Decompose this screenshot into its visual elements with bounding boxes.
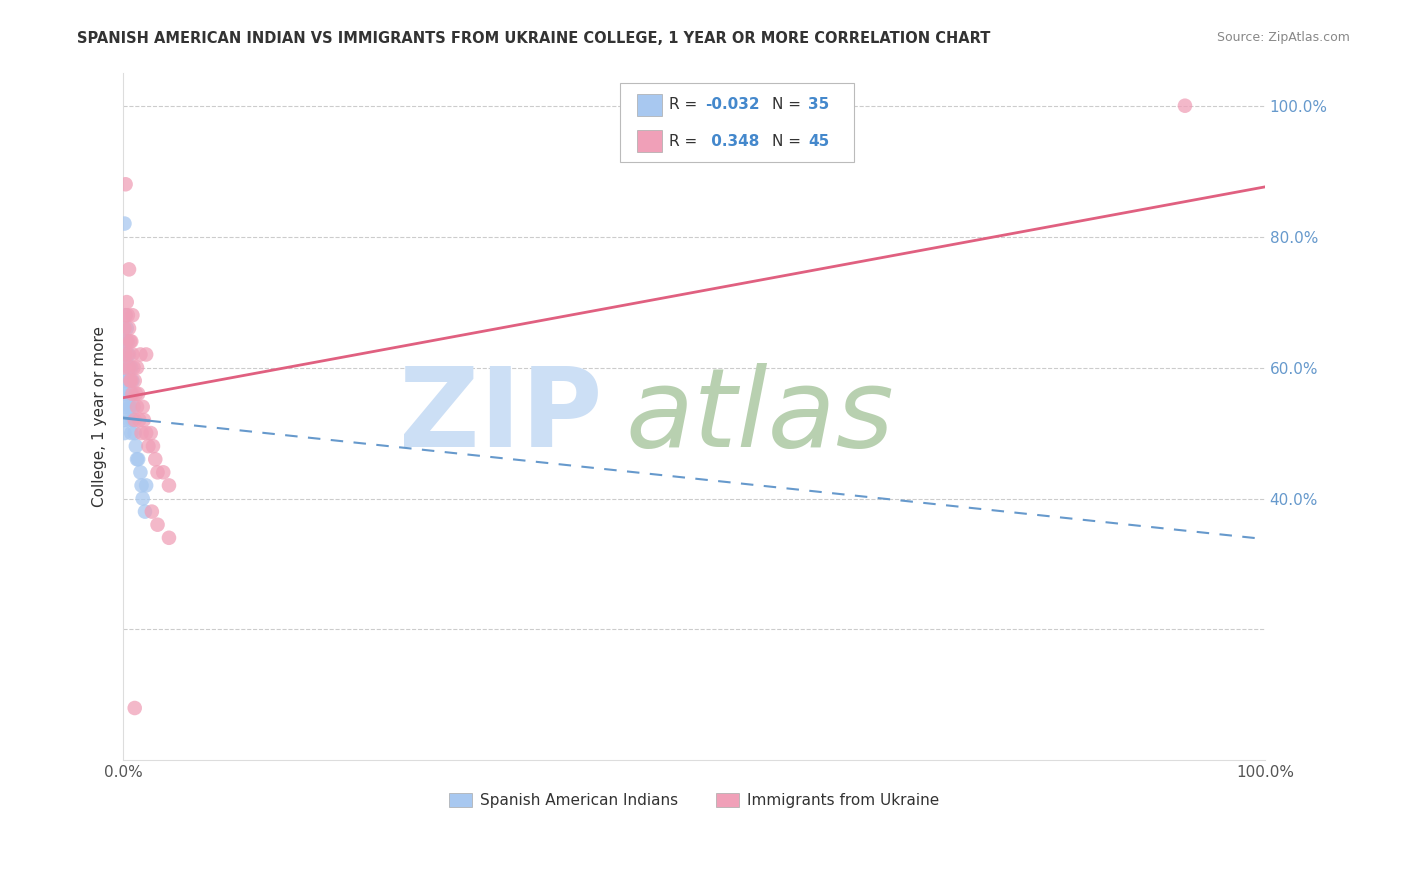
- Point: [125, 439, 148, 453]
- Point: [124, 425, 146, 440]
- Text: R =: R =: [669, 97, 702, 112]
- Text: 0.348: 0.348: [706, 134, 759, 149]
- Point: [117, 374, 139, 388]
- Point: [117, 334, 139, 349]
- Point: [122, 400, 145, 414]
- Text: SPANISH AMERICAN INDIAN VS IMMIGRANTS FROM UKRAINE COLLEGE, 1 YEAR OR MORE CORRE: SPANISH AMERICAN INDIAN VS IMMIGRANTS FR…: [77, 31, 991, 46]
- Point: [131, 491, 153, 506]
- Point: [115, 374, 138, 388]
- Text: atlas: atlas: [626, 363, 894, 470]
- Point: [120, 334, 142, 349]
- Bar: [637, 130, 662, 152]
- Point: [115, 334, 138, 349]
- Point: [120, 360, 142, 375]
- FancyBboxPatch shape: [620, 83, 853, 162]
- Text: N =: N =: [772, 134, 806, 149]
- Point: [115, 347, 138, 361]
- Point: [114, 386, 136, 401]
- Point: [121, 347, 143, 361]
- Point: [114, 386, 136, 401]
- Text: ZIP: ZIP: [399, 363, 603, 470]
- Point: [124, 413, 146, 427]
- Point: [118, 321, 141, 335]
- Point: [135, 347, 157, 361]
- Point: [114, 178, 136, 192]
- Point: [117, 347, 139, 361]
- Point: [115, 321, 138, 335]
- Point: [127, 386, 149, 401]
- Point: [127, 452, 149, 467]
- Point: [117, 400, 139, 414]
- Bar: [637, 94, 662, 116]
- Point: [121, 386, 143, 401]
- Point: [129, 347, 152, 361]
- Point: [118, 413, 141, 427]
- Point: [143, 452, 166, 467]
- Point: [142, 439, 165, 453]
- Point: [124, 701, 146, 715]
- Point: [125, 400, 148, 414]
- Point: [139, 425, 162, 440]
- Point: [114, 321, 136, 335]
- Point: [120, 334, 142, 349]
- Point: [125, 452, 148, 467]
- Point: [114, 360, 136, 375]
- Text: N =: N =: [772, 97, 806, 112]
- Point: [131, 478, 153, 492]
- Text: -0.032: -0.032: [706, 97, 761, 112]
- Legend: Spanish American Indians, Immigrants from Ukraine: Spanish American Indians, Immigrants fro…: [443, 788, 945, 814]
- Point: [118, 360, 141, 375]
- Point: [141, 505, 163, 519]
- Point: [121, 374, 143, 388]
- Y-axis label: College, 1 year or more: College, 1 year or more: [93, 326, 107, 508]
- Point: [125, 386, 148, 401]
- Point: [121, 413, 143, 427]
- Point: [124, 374, 146, 388]
- Point: [129, 466, 152, 480]
- Point: [114, 360, 136, 375]
- Point: [152, 466, 174, 480]
- Point: [115, 295, 138, 310]
- Point: [131, 425, 153, 440]
- Point: [146, 517, 169, 532]
- Point: [114, 400, 136, 414]
- Point: [120, 374, 142, 388]
- Point: [114, 217, 136, 231]
- Point: [121, 308, 143, 322]
- Point: [125, 360, 148, 375]
- Point: [114, 308, 136, 322]
- Point: [134, 505, 156, 519]
- Point: [128, 413, 150, 427]
- Point: [120, 386, 142, 401]
- Text: 35: 35: [808, 97, 830, 112]
- Point: [135, 425, 157, 440]
- Point: [114, 334, 136, 349]
- Point: [114, 413, 136, 427]
- Text: Source: ZipAtlas.com: Source: ZipAtlas.com: [1216, 31, 1350, 45]
- Point: [118, 262, 141, 277]
- Point: [146, 466, 169, 480]
- Point: [132, 413, 155, 427]
- Point: [114, 347, 136, 361]
- Point: [114, 425, 136, 440]
- Point: [157, 478, 180, 492]
- Point: [120, 374, 142, 388]
- Point: [114, 308, 136, 322]
- Point: [131, 400, 153, 414]
- Point: [135, 478, 157, 492]
- Point: [120, 425, 142, 440]
- Text: 45: 45: [808, 134, 830, 149]
- Point: [157, 531, 180, 545]
- Point: [120, 400, 142, 414]
- Point: [118, 374, 141, 388]
- Point: [122, 360, 145, 375]
- Point: [120, 360, 142, 375]
- Text: R =: R =: [669, 134, 702, 149]
- Point: [118, 347, 141, 361]
- Point: [138, 439, 160, 453]
- Point: [117, 308, 139, 322]
- Point: [1174, 99, 1197, 113]
